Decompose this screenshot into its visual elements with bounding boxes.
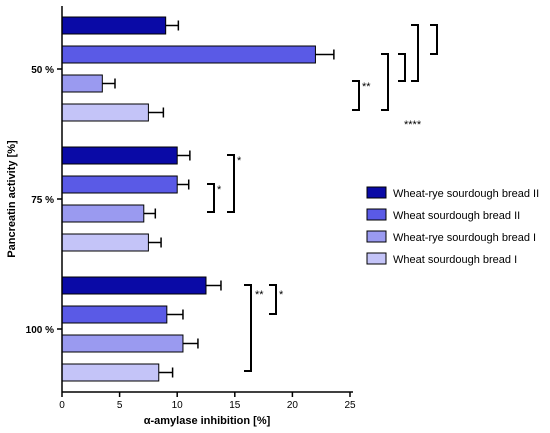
y-category-label: 50 % <box>31 65 54 76</box>
bracket-50-5 <box>430 24 438 55</box>
bars-group <box>61 16 316 382</box>
bracket-50-1 <box>352 80 360 111</box>
legend: Wheat-rye sourdough bread II Wheat sourdo… <box>366 186 539 266</box>
legend-swatch <box>366 252 387 265</box>
bar-2-4 <box>61 233 149 252</box>
legend-swatch <box>366 186 387 199</box>
bar-1-2 <box>61 45 316 64</box>
bracket-50-2 <box>381 53 389 111</box>
x-ticks: 0 5 10 15 20 25 <box>59 392 356 411</box>
sig-label-50-inner: ** <box>362 81 371 93</box>
bar-1-1 <box>61 16 167 35</box>
legend-label: Wheat sourdough bread II <box>393 210 520 222</box>
x-tick-label: 20 <box>287 400 299 411</box>
sig-label-75-inner: * <box>217 184 222 196</box>
y-axis-title: Pancreatin activity [%] <box>6 140 18 258</box>
sig-label-100-outer: ** <box>255 289 264 301</box>
sig-label-50-outer: **** <box>404 119 422 131</box>
y-category-label: 100 % <box>26 325 54 336</box>
y-category-labels: 50 % 75 % 100 % <box>26 65 62 336</box>
x-tick-label: 15 <box>229 400 241 411</box>
legend-swatch <box>366 208 387 221</box>
x-tick-label: 0 <box>59 400 65 411</box>
x-axis-title: α-amylase inhibition [%] <box>144 415 271 427</box>
y-category-label: 75 % <box>31 195 54 206</box>
x-tick-label: 10 <box>172 400 184 411</box>
legend-label: Wheat-rye sourdough bread II <box>393 188 539 200</box>
bracket-75-1 <box>207 183 215 213</box>
bracket-50-4 <box>411 24 419 82</box>
sig-label-100-inner: * <box>279 289 284 301</box>
bracket-75-2 <box>227 154 235 213</box>
bar-2-2 <box>61 175 178 194</box>
legend-label: Wheat sourdough bread I <box>393 254 517 266</box>
bar-1-4 <box>61 103 149 122</box>
bar-3-3 <box>61 334 184 353</box>
bracket-100-2 <box>269 284 277 315</box>
legend-swatch <box>366 230 387 243</box>
x-tick-label: 25 <box>344 400 356 411</box>
bracket-100-1 <box>244 284 252 372</box>
significance-brackets <box>207 24 438 372</box>
bar-3-2 <box>61 305 168 324</box>
bar-3-4 <box>61 363 160 382</box>
legend-label: Wheat-rye sourdough bread I <box>393 232 536 244</box>
bar-3-1 <box>61 276 207 295</box>
sig-label-75-outer: * <box>237 155 242 167</box>
error-bars-group <box>102 20 335 378</box>
bar-2-3 <box>61 204 145 223</box>
bracket-50-3 <box>398 53 406 82</box>
bar-2-1 <box>61 146 178 165</box>
bar-1-3 <box>61 74 103 93</box>
x-tick-label: 5 <box>117 400 123 411</box>
